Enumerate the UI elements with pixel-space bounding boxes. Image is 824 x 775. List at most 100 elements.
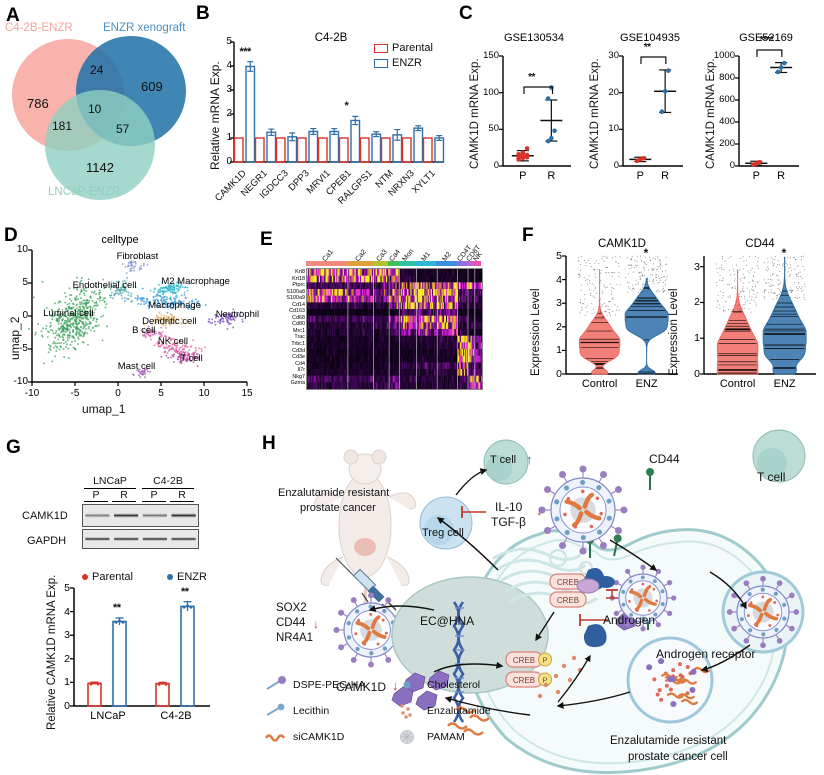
panel-c-ytick-0: 100	[471, 87, 499, 98]
panel-b: B C4-2B Relative mRNA Exp. Parental ENZR…	[196, 0, 458, 212]
panel-g-label: G	[6, 438, 21, 457]
sicamk1d-icon	[264, 729, 286, 745]
panel-b-bar-svg	[234, 42, 446, 164]
panel-e-label: E	[260, 230, 273, 249]
panel-c-ylabel-0: CAMK1D mRNA Exp.	[469, 58, 481, 169]
gene-nr4a1-label: NR4A1	[276, 632, 313, 644]
panel-f-significance-1: *	[782, 246, 786, 260]
heatmap-colorbar-segment	[373, 261, 388, 266]
enzalutamide-icon	[398, 703, 420, 719]
legend-dot-parental	[82, 574, 88, 580]
legend-label-enzr-g: ENZR	[177, 571, 207, 583]
panel-c-significance-1: **	[644, 42, 651, 53]
panel-d-ytick: -10	[6, 376, 28, 387]
heatmap-column-colorbar	[306, 261, 481, 266]
panel-c-ytick-2: 1000	[707, 50, 735, 61]
panel-d: D celltype umap_2 umap_1 -10 -5 0 5 10 15 -10-…	[0, 212, 258, 430]
svg-text:CREB: CREB	[557, 596, 579, 605]
panel-b-label: B	[196, 4, 210, 23]
panel-f-ytick-1: 1	[682, 332, 700, 344]
umap-cluster-label: Endothelial cell	[73, 280, 137, 291]
panel-f-ytick-1: 2	[682, 296, 700, 308]
mouse-illustration	[314, 450, 416, 625]
t-cell-top-label: T cell	[490, 454, 516, 466]
panel-f-xtick-0-0: Control	[574, 378, 626, 390]
panel-c-xtick-1-1: R	[655, 170, 675, 182]
panel-h-legend-label: Lecithin	[293, 705, 329, 717]
panel-f: F CAMK1D Expression Level 0 1 2 3 4 5 Control ENZ…	[518, 212, 824, 430]
panel-f-ytick-0: 2	[544, 321, 562, 333]
panel-c-sigbar-1	[640, 52, 669, 66]
heatmap-colorbar-segment	[399, 261, 416, 266]
treg-cell-label: Treg cell	[422, 527, 464, 539]
panel-h-legend-item: PAMAM	[398, 729, 465, 745]
panel-f-ytick-1: 0	[682, 368, 700, 380]
venn-count-lncap-only: 1142	[86, 160, 114, 175]
panel-c-xtick-0-0: P	[513, 170, 533, 182]
mouse-caption-line2: prostate cancer	[300, 502, 376, 514]
androgen-label: Androgen	[603, 613, 655, 627]
panel-d-plot: -10 -5 0 5 10 15 -10 -5 0 5 10 Luminal cell Endothel…	[32, 250, 247, 382]
umap-cluster-label: B cell	[132, 325, 155, 336]
panel-g-legend-parental: Parental	[82, 571, 133, 583]
panel-c-ytick-2: 200	[707, 138, 735, 149]
mouse-caption-line1: Enzalutamide resistant	[278, 487, 389, 499]
panel-c-svg-0	[503, 56, 573, 168]
blot-protein-camk1d: CAMK1D	[22, 510, 68, 522]
blot-protein-gapdh: GAPDH	[27, 535, 66, 547]
umap-cluster-label: Fibroblast	[117, 251, 159, 262]
pamam-icon	[398, 729, 420, 745]
creb-phospho-box-1: CREB P	[506, 652, 552, 667]
heatmap-column-labels: Ca1 Ca2 Ca3 Ca4 Mon M1 M2 CD4T CD8T NK	[306, 234, 481, 262]
panel-b-ytick: 5	[220, 36, 232, 47]
panel-f-ytick-0: 5	[544, 250, 562, 262]
panel-f-xtick-1-0: Control	[712, 378, 764, 390]
blot-cellline-c42b: C4-2B	[142, 475, 194, 487]
panel-d-xtick: 5	[149, 388, 173, 399]
panel-g-ytick: 1	[56, 676, 70, 688]
panel-g-bar-svg	[74, 588, 214, 708]
panel-c: C GSE130534 CAMK1D mRNA Exp. 0 50 100 150 P R **…	[457, 0, 824, 212]
cd44-receptor-icon	[646, 468, 654, 490]
cancer-cell-caption-line2: prostate cancer cell	[628, 751, 728, 763]
panel-f-ytick-0: 1	[544, 344, 562, 356]
nanoparticle-label: EC@HNA	[420, 614, 474, 628]
blot-lane-2: R	[112, 489, 136, 502]
panel-f-title-1: CD44	[694, 238, 824, 250]
heatmap-colorbar-segment	[474, 261, 481, 266]
panel-b-ytick: 3	[220, 84, 232, 95]
dspe-peg-ha-icon	[264, 677, 286, 693]
venn-count-c42b-xenograft: 24	[90, 63, 103, 77]
panel-g-significance-0: **	[113, 602, 121, 614]
panel-d-xtick: -10	[20, 388, 44, 399]
panel-g-ytick: 0	[56, 700, 70, 712]
panel-b-plot: 0 1 2 3 4 5 CAMK1D NEGR1 IGDCC3 DPP3 MRVI1 CPEB1 RAL…	[234, 42, 444, 162]
panel-g-xtick: C4-2B	[146, 710, 206, 722]
panel-h-legend: DSPE-PEG-HA Cholesterol Lecithin Enzalutami…	[258, 677, 528, 752]
panel-h-legend-label: DSPE-PEG-HA	[293, 679, 365, 691]
t-cell-up-arrow-icon: ↑	[526, 452, 533, 467]
venn-count-xenograft-only: 609	[141, 79, 163, 94]
cytokine-down-arrow-icon: ↓	[536, 503, 543, 518]
panel-f-charts: CAMK1D Expression Level 0 1 2 3 4 5 Control ENZ * C…	[518, 212, 824, 430]
panel-c-ytick-1: 20	[591, 87, 619, 98]
panel-b-significance: *	[345, 100, 349, 112]
gene-cd44-label: CD44	[276, 617, 305, 629]
panel-c-svg-2	[739, 56, 801, 168]
umap-cluster-label: Macrophage	[148, 300, 201, 311]
panel-d-xlabel: umap_1	[82, 402, 125, 416]
panel-f-ytick-0: 4	[544, 274, 562, 286]
panel-c-xtick-1-0: P	[630, 170, 650, 182]
panel-f-svg-1	[704, 256, 820, 376]
blot-band-gapdh	[82, 529, 199, 549]
panel-f-title-0: CAMK1D	[556, 238, 688, 250]
blot-lane-1: P	[84, 489, 108, 502]
venn-count-c42b-lncap: 181	[52, 119, 72, 133]
panel-b-significance: ***	[240, 46, 251, 58]
panel-g-plot: 0 1 2 3 4 5 LNCaP C4-2B ** **	[74, 588, 214, 708]
panel-f-ytick-1: 3	[682, 261, 700, 273]
t-cell-right-label: T cell	[757, 470, 785, 484]
panel-c-ytick-1: 0	[591, 160, 619, 171]
umap-cluster-label: Neutrophil	[216, 309, 259, 320]
panel-c-ytick-0: 0	[471, 160, 499, 171]
